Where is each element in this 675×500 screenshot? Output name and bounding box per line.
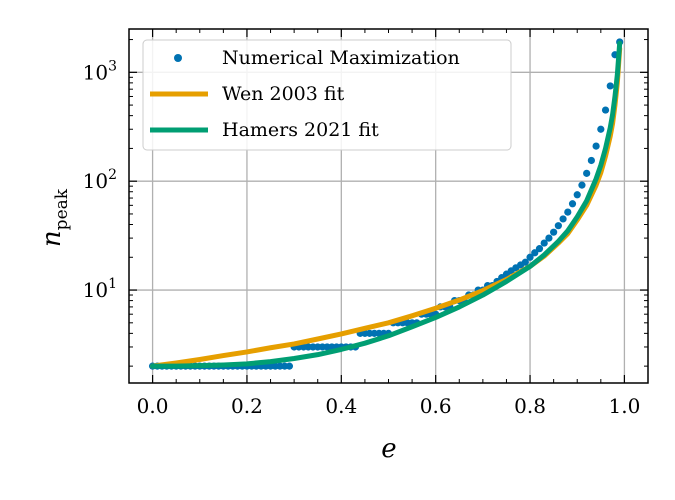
y-axis-label-sub: peak (52, 188, 72, 230)
data-point (535, 245, 544, 253)
series-layer (148, 38, 624, 370)
data-point (285, 362, 294, 370)
data-point (531, 249, 539, 257)
data-point (606, 82, 614, 90)
data-point (601, 106, 610, 114)
legend-marker-numerical (174, 54, 182, 62)
x-axis-label: e (381, 434, 396, 464)
data-point (526, 253, 534, 261)
y-axis-label: npeak (37, 188, 72, 247)
series-line-hamers-2021 (150, 40, 623, 369)
legend-label-numerical: Numerical Maximization (222, 47, 460, 69)
y-tick-label: 101 (83, 276, 117, 302)
data-point (573, 191, 581, 199)
data-point (592, 142, 600, 150)
data-point (550, 228, 558, 236)
x-tick-labels: 0.0 0.2 0.4 0.6 0.8 1.0 (137, 394, 641, 418)
data-point (587, 156, 595, 165)
legend-box (142, 39, 512, 151)
data-point (559, 215, 567, 223)
data-point (578, 181, 586, 189)
data-point (545, 234, 553, 242)
legend-label-hamers: Hamers 2021 fit (222, 119, 379, 141)
legend-label-wen: Wen 2003 fit (222, 83, 345, 105)
data-point (568, 200, 577, 208)
x-tick-label: 0.6 (420, 394, 452, 418)
legend: Numerical Maximization Wen 2003 fit Hame… (142, 39, 512, 151)
y-tick-label: 102 (83, 167, 117, 193)
x-tick-label: 0.4 (325, 394, 357, 418)
data-point (540, 239, 548, 247)
x-tick-label: 0.0 (137, 394, 169, 418)
data-point (554, 222, 562, 230)
x-tick-label: 0.8 (514, 394, 546, 418)
data-point (521, 258, 529, 266)
y-tick-labels: 101 102 103 (83, 58, 117, 302)
y-tick-label: 103 (83, 58, 117, 84)
data-point (583, 169, 591, 177)
x-tick-label: 1.0 (609, 394, 641, 418)
x-tick-label: 0.2 (231, 394, 263, 418)
y-axis-label-main: n (37, 230, 67, 247)
plot-frame (128, 28, 649, 384)
data-point (597, 125, 605, 133)
data-point (564, 208, 572, 216)
